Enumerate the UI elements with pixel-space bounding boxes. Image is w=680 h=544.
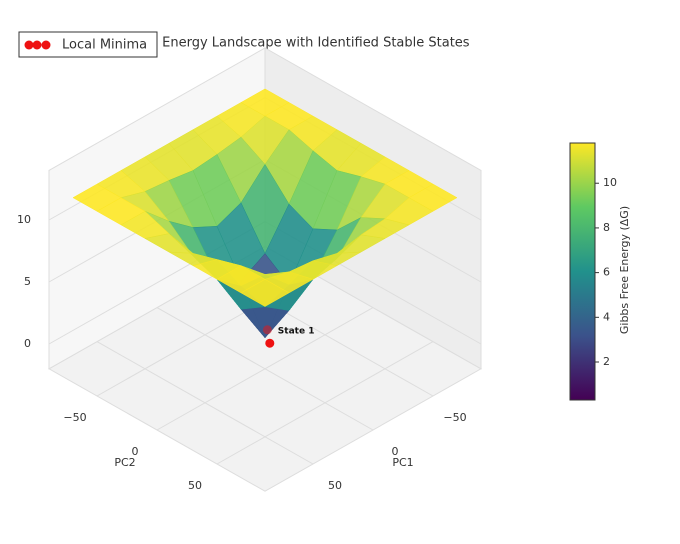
- x-tick-label: 0: [392, 445, 399, 458]
- y-tick-label: 0: [132, 445, 139, 458]
- colorbar-label: Gibbs Free Energy (ΔG): [618, 206, 631, 334]
- y-axis-label: PC2: [114, 456, 135, 469]
- y-tick-label: −50: [63, 411, 86, 424]
- colorbar: [569, 142, 596, 401]
- grid-line: [156, 307, 374, 431]
- colorbar-tick-label: 8: [603, 221, 610, 234]
- legend-marker: [32, 40, 42, 50]
- local-minimum: [265, 338, 275, 348]
- grid-line: [216, 341, 434, 465]
- x-tick-label: −50: [443, 411, 466, 424]
- y-tick-label: 50: [188, 479, 202, 492]
- x-axis-label: PC1: [392, 456, 413, 469]
- colorbar-tick-label: 6: [603, 266, 610, 279]
- surface-cell: [240, 278, 290, 307]
- legend-marker: [41, 40, 51, 50]
- z-tick-label: 0: [24, 337, 31, 350]
- x-tick-label: 50: [328, 479, 342, 492]
- z-tick-label: 10: [17, 213, 31, 226]
- colorbar-tick-label: 4: [603, 310, 610, 323]
- annotation: State 1: [278, 327, 315, 337]
- colorbar-tick-label: 10: [603, 176, 617, 189]
- legend-marker: [24, 40, 34, 50]
- local-minimum: [262, 325, 272, 335]
- z-tick-label: 5: [24, 275, 31, 288]
- colorbar-tick-label: 2: [603, 355, 610, 368]
- chart-title: Free Energy Landscape with Identified St…: [130, 36, 469, 51]
- legend-label: Local Minima: [62, 38, 147, 53]
